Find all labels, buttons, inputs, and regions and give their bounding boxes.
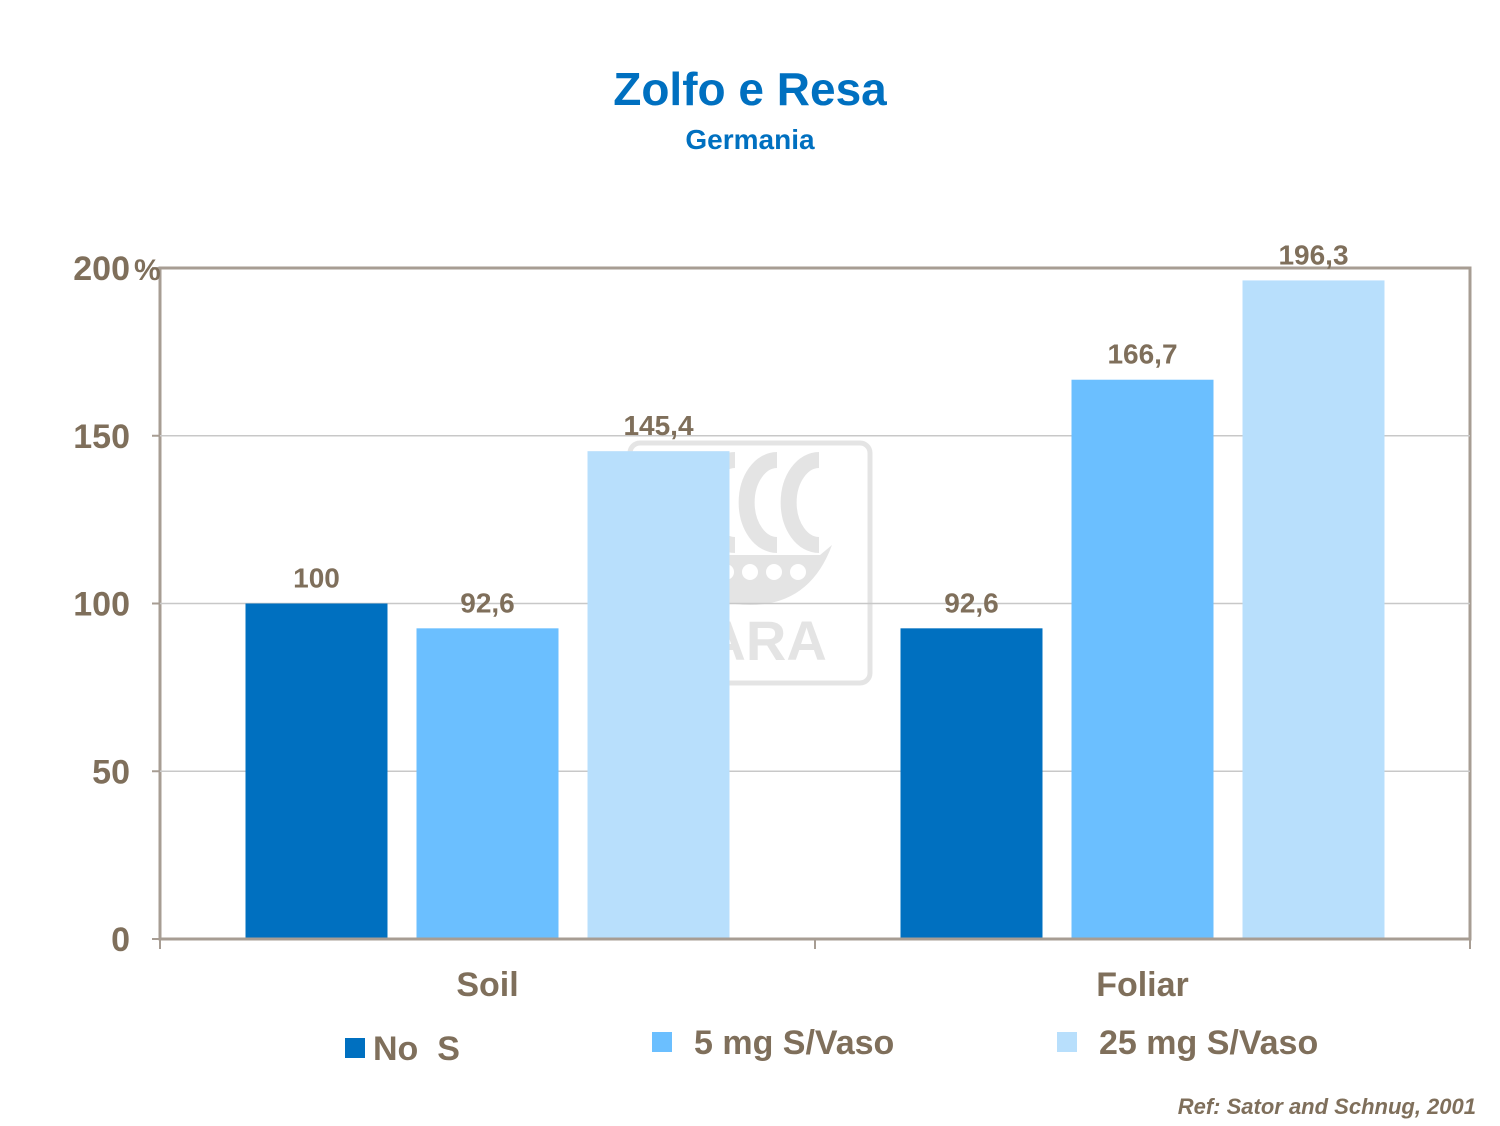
legend-label: No S: [373, 1030, 460, 1068]
legend-swatch: [1057, 1032, 1077, 1052]
legend-swatch: [652, 1032, 672, 1052]
chart-subtitle: Germania: [685, 124, 815, 155]
reference-note: Ref: Sator and Schnug, 2001: [1177, 1094, 1476, 1119]
bar-value-label: 196,3: [1278, 239, 1348, 270]
y-tick-label: 150: [73, 418, 130, 456]
y-tick-label: 50: [92, 753, 130, 791]
logo-shield-icon: [766, 564, 782, 580]
y-unit-label: %: [134, 254, 161, 287]
y-tick-label: 200: [73, 250, 130, 288]
bar-value-label: 92,6: [944, 587, 999, 618]
legend-swatch: [345, 1038, 365, 1058]
bar[interactable]: [416, 628, 559, 939]
bar-value-label: 166,7: [1107, 339, 1177, 370]
legend-label: 25 mg S/Vaso: [1099, 1024, 1318, 1062]
logo-sail-icon: [780, 452, 820, 553]
bar[interactable]: [1242, 280, 1385, 939]
logo-sail-icon: [738, 452, 778, 553]
bar-value-label: 100: [293, 563, 340, 594]
legend-label: 5 mg S/Vaso: [694, 1024, 894, 1062]
x-category-label: Foliar: [1096, 966, 1189, 1004]
bar[interactable]: [900, 628, 1043, 939]
bar-value-label: 145,4: [623, 410, 693, 441]
logo-shield-icon: [742, 564, 758, 580]
chart-title: Zolfo e Resa: [613, 63, 887, 115]
bar-value-label: 92,6: [460, 587, 515, 618]
logo-shield-icon: [790, 564, 806, 580]
y-tick-label: 100: [73, 586, 130, 624]
x-category-label: Soil: [456, 966, 518, 1004]
bar[interactable]: [1071, 379, 1214, 939]
bar[interactable]: [587, 451, 730, 939]
y-tick-label: 0: [111, 921, 130, 959]
bar[interactable]: [245, 603, 388, 940]
